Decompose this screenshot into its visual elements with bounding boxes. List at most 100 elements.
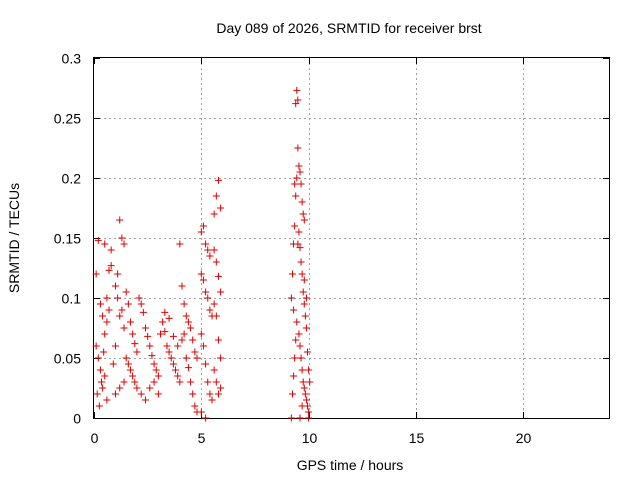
data-point: [94, 236, 102, 244]
data-point: [297, 258, 305, 266]
data-point: [287, 414, 295, 422]
data-point: [293, 174, 301, 182]
data-point: [199, 276, 207, 284]
data-point: [174, 372, 182, 380]
data-point: [296, 342, 304, 350]
data-point: [217, 384, 225, 392]
data-point: [124, 300, 132, 308]
data-point: [302, 324, 310, 332]
data-point: [165, 314, 173, 322]
data-point: [118, 234, 126, 242]
grid-lines: [94, 58, 609, 418]
data-point: [126, 366, 134, 374]
data-point: [293, 86, 301, 94]
data-point: [297, 354, 305, 362]
data-point: [144, 332, 152, 340]
y-axis-label: SRMTID / TECUs: [6, 183, 22, 293]
data-point: [124, 360, 132, 368]
data-point: [300, 216, 308, 224]
data-point: [206, 390, 214, 398]
y-tick-label: 0.2: [62, 171, 82, 187]
data-point: [299, 378, 307, 386]
data-point: [120, 324, 128, 332]
data-point: [176, 240, 184, 248]
data-point: [105, 306, 113, 314]
data-point: [174, 342, 182, 350]
data-point: [163, 342, 171, 350]
data-point: [103, 396, 111, 404]
data-point: [103, 294, 111, 302]
data-point: [182, 312, 190, 320]
data-point: [287, 294, 295, 302]
data-point: [206, 306, 214, 314]
data-point: [152, 366, 160, 374]
data-point: [103, 318, 111, 326]
data-point: [292, 192, 300, 200]
data-point: [169, 360, 177, 368]
data-point: [165, 348, 173, 356]
plot-frame: [93, 57, 610, 419]
x-tick-label: 0: [91, 430, 99, 446]
data-point: [298, 366, 306, 374]
x-axis-label: GPS time / hours: [297, 457, 404, 473]
data-point: [116, 216, 124, 224]
data-point: [154, 390, 162, 398]
data-point: [296, 168, 304, 176]
data-point: [294, 240, 302, 248]
data-point: [129, 372, 137, 380]
data-point: [126, 318, 134, 326]
data-points: [92, 86, 314, 422]
data-point: [291, 222, 299, 230]
data-point: [199, 342, 207, 350]
data-point: [161, 328, 169, 336]
data-point: [202, 360, 210, 368]
x-tick-label: 20: [516, 430, 532, 446]
data-point: [296, 414, 304, 422]
data-point: [300, 300, 308, 308]
data-point: [109, 360, 117, 368]
data-point: [191, 348, 199, 356]
data-point: [301, 312, 309, 320]
data-point: [131, 340, 139, 348]
data-point: [154, 372, 162, 380]
data-point: [294, 144, 302, 152]
data-point: [212, 378, 220, 386]
data-point: [295, 162, 303, 170]
data-point: [101, 330, 109, 338]
data-point: [146, 384, 154, 392]
data-point: [111, 282, 119, 290]
data-point: [184, 364, 192, 372]
data-point: [298, 270, 306, 278]
data-point: [290, 306, 298, 314]
data-point: [139, 308, 147, 316]
data-point: [300, 276, 308, 284]
data-point: [214, 176, 222, 184]
data-point: [304, 348, 312, 356]
data-point: [202, 240, 210, 248]
data-point: [116, 312, 124, 320]
data-point: [291, 354, 299, 362]
y-tick-labels: 0 0.05 0.1 0.15 0.2 0.25 0.3: [54, 51, 81, 427]
data-point: [288, 270, 296, 278]
data-point: [142, 396, 149, 404]
data-point: [148, 352, 156, 360]
data-point: [159, 318, 167, 326]
data-point: [295, 330, 303, 338]
data-point: [146, 342, 154, 350]
data-point: [204, 246, 212, 254]
data-point: [150, 360, 158, 368]
data-point: [95, 402, 103, 410]
data-point: [217, 354, 225, 362]
data-point: [214, 272, 222, 280]
data-point: [191, 402, 199, 410]
data-point: [137, 390, 145, 398]
data-point: [295, 228, 303, 236]
data-point: [302, 294, 310, 302]
data-point: [129, 330, 137, 338]
data-point: [107, 262, 115, 270]
data-point: [107, 246, 115, 254]
data-point: [96, 366, 104, 374]
data-point: [288, 390, 296, 398]
data-point: [150, 378, 158, 386]
data-point: [122, 354, 130, 362]
